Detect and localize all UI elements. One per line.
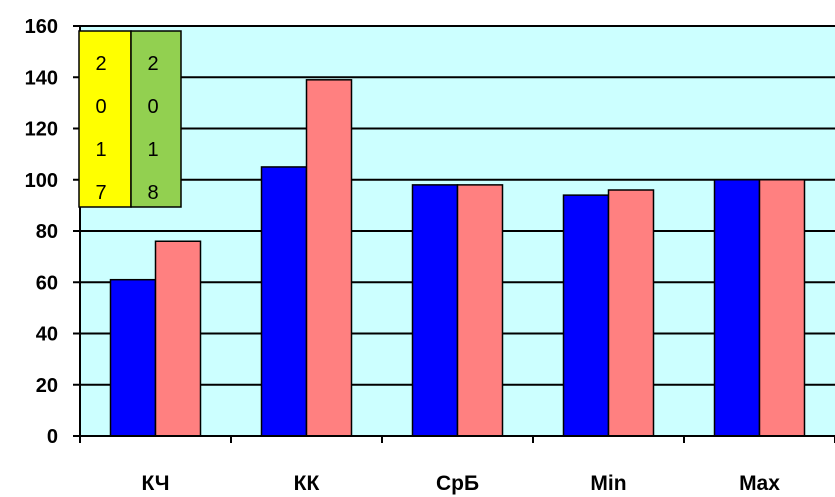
y-tick-label: 40	[36, 324, 58, 346]
y-tick-label: 140	[25, 67, 58, 89]
bar-2018-4	[758, 179, 806, 437]
y-tick-label: 60	[36, 272, 58, 294]
x-category-label: Max	[739, 472, 780, 495]
bar-2017-4	[713, 179, 761, 437]
y-tick-label: 100	[25, 170, 58, 192]
legend-item-2018	[130, 30, 182, 208]
y-tick-label: 20	[36, 375, 58, 397]
bar-2017-0	[109, 278, 157, 437]
bar-2018-1	[305, 79, 353, 437]
y-tick-label: 0	[47, 426, 58, 448]
y-tick-label: 120	[25, 119, 58, 141]
bar-2018-0	[154, 240, 202, 437]
x-category-label: Min	[590, 472, 626, 495]
legend-item-2017	[78, 30, 132, 208]
bar-2017-1	[260, 166, 308, 437]
x-category-label: КЧ	[141, 472, 169, 495]
bar-2018-3	[607, 189, 655, 437]
bar-2018-2	[456, 184, 504, 437]
x-category-label: КК	[294, 472, 320, 495]
x-category-label: СрБ	[436, 472, 479, 495]
bars	[109, 79, 806, 437]
y-tick-label: 80	[36, 221, 58, 243]
bar-2017-2	[411, 184, 459, 437]
y-tick-label: 160	[25, 16, 58, 38]
bar-2017-3	[562, 194, 610, 437]
y-tick-labels: 0 20 40 60 80 100 120 140 160	[25, 16, 58, 448]
legend: 2 0 1 7 2 0 1 8	[78, 30, 182, 208]
x-category-labels: КЧ КК СрБ Min Max	[141, 472, 780, 495]
